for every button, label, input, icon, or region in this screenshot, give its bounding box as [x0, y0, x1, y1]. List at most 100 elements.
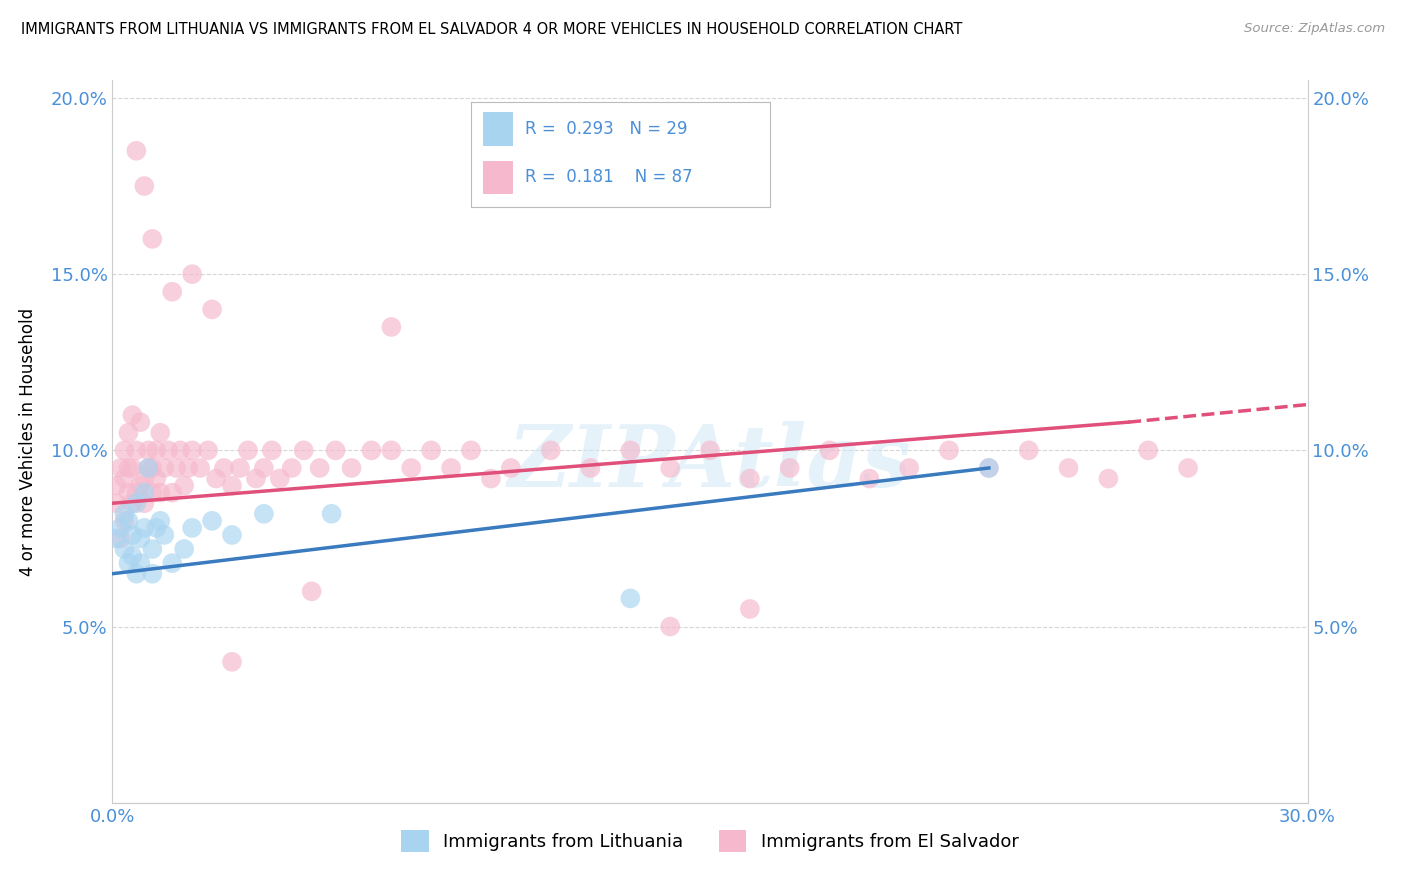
Point	[114, 514, 135, 528]
Point	[818, 443, 841, 458]
Point	[110, 532, 132, 546]
Point	[134, 179, 156, 194]
Point	[269, 471, 291, 485]
Point	[141, 542, 163, 557]
Point	[1018, 443, 1040, 458]
Point	[229, 461, 252, 475]
Point	[212, 461, 235, 475]
Point	[253, 461, 276, 475]
Point	[117, 485, 139, 500]
Point	[380, 443, 402, 458]
Point	[221, 528, 243, 542]
Point	[105, 532, 128, 546]
Point	[173, 478, 195, 492]
Legend: Immigrants from Lithuania, Immigrants from El Salvador: Immigrants from Lithuania, Immigrants fr…	[394, 822, 1026, 859]
Point	[499, 461, 522, 475]
Point	[221, 655, 243, 669]
Point	[162, 285, 183, 299]
Point	[1057, 461, 1080, 475]
Point	[977, 461, 1000, 475]
Point	[121, 408, 143, 422]
Point	[162, 485, 183, 500]
Point	[420, 443, 443, 458]
Point	[157, 443, 180, 458]
Point	[579, 461, 602, 475]
Point	[236, 443, 259, 458]
Point	[197, 443, 219, 458]
Point	[1137, 443, 1160, 458]
Point	[117, 425, 139, 440]
Point	[121, 461, 143, 475]
Point	[125, 485, 148, 500]
Point	[141, 485, 163, 500]
Point	[117, 556, 139, 570]
Point	[114, 443, 135, 458]
Text: IMMIGRANTS FROM LITHUANIA VS IMMIGRANTS FROM EL SALVADOR 4 OR MORE VEHICLES IN H: IMMIGRANTS FROM LITHUANIA VS IMMIGRANTS …	[21, 22, 963, 37]
Point	[114, 507, 135, 521]
Point	[292, 443, 315, 458]
Point	[340, 461, 363, 475]
Point	[205, 471, 228, 485]
Point	[188, 461, 211, 475]
Point	[138, 461, 160, 475]
Point	[125, 144, 148, 158]
Point	[105, 496, 128, 510]
Point	[738, 471, 761, 485]
Point	[619, 591, 641, 606]
Point	[301, 584, 323, 599]
Point	[105, 478, 128, 492]
Point	[738, 602, 761, 616]
Point	[181, 267, 204, 281]
Point	[149, 425, 172, 440]
Point	[114, 542, 135, 557]
Point	[153, 461, 176, 475]
Y-axis label: 4 or more Vehicles in Household: 4 or more Vehicles in Household	[18, 308, 37, 575]
Point	[149, 514, 172, 528]
Point	[659, 461, 682, 475]
Point	[121, 528, 143, 542]
Point	[245, 471, 267, 485]
Point	[440, 461, 463, 475]
Point	[380, 320, 402, 334]
Point	[125, 566, 148, 581]
Point	[141, 232, 163, 246]
Point	[138, 443, 160, 458]
Point	[117, 514, 139, 528]
Point	[121, 549, 143, 563]
Point	[659, 619, 682, 633]
Point	[253, 507, 276, 521]
Point	[134, 496, 156, 510]
Point	[125, 443, 148, 458]
Point	[321, 507, 343, 521]
Point	[121, 496, 143, 510]
Point	[145, 521, 167, 535]
Point	[1177, 461, 1199, 475]
Point	[181, 443, 204, 458]
Point	[129, 478, 152, 492]
Point	[977, 461, 1000, 475]
Point	[858, 471, 880, 485]
Point	[540, 443, 562, 458]
Point	[898, 461, 921, 475]
Point	[221, 478, 243, 492]
Point	[129, 532, 152, 546]
Point	[479, 471, 502, 485]
Point	[308, 461, 330, 475]
Point	[129, 556, 152, 570]
Point	[165, 461, 187, 475]
Point	[145, 443, 167, 458]
Point	[162, 556, 183, 570]
Point	[125, 496, 148, 510]
Point	[779, 461, 801, 475]
Point	[129, 415, 152, 429]
Point	[401, 461, 423, 475]
Point	[110, 521, 132, 535]
Point	[201, 302, 224, 317]
Point	[281, 461, 304, 475]
Point	[153, 528, 176, 542]
Point	[201, 514, 224, 528]
Text: ZIPAtlas: ZIPAtlas	[508, 421, 912, 505]
Point	[177, 461, 200, 475]
Point	[460, 443, 482, 458]
Point	[110, 461, 132, 475]
